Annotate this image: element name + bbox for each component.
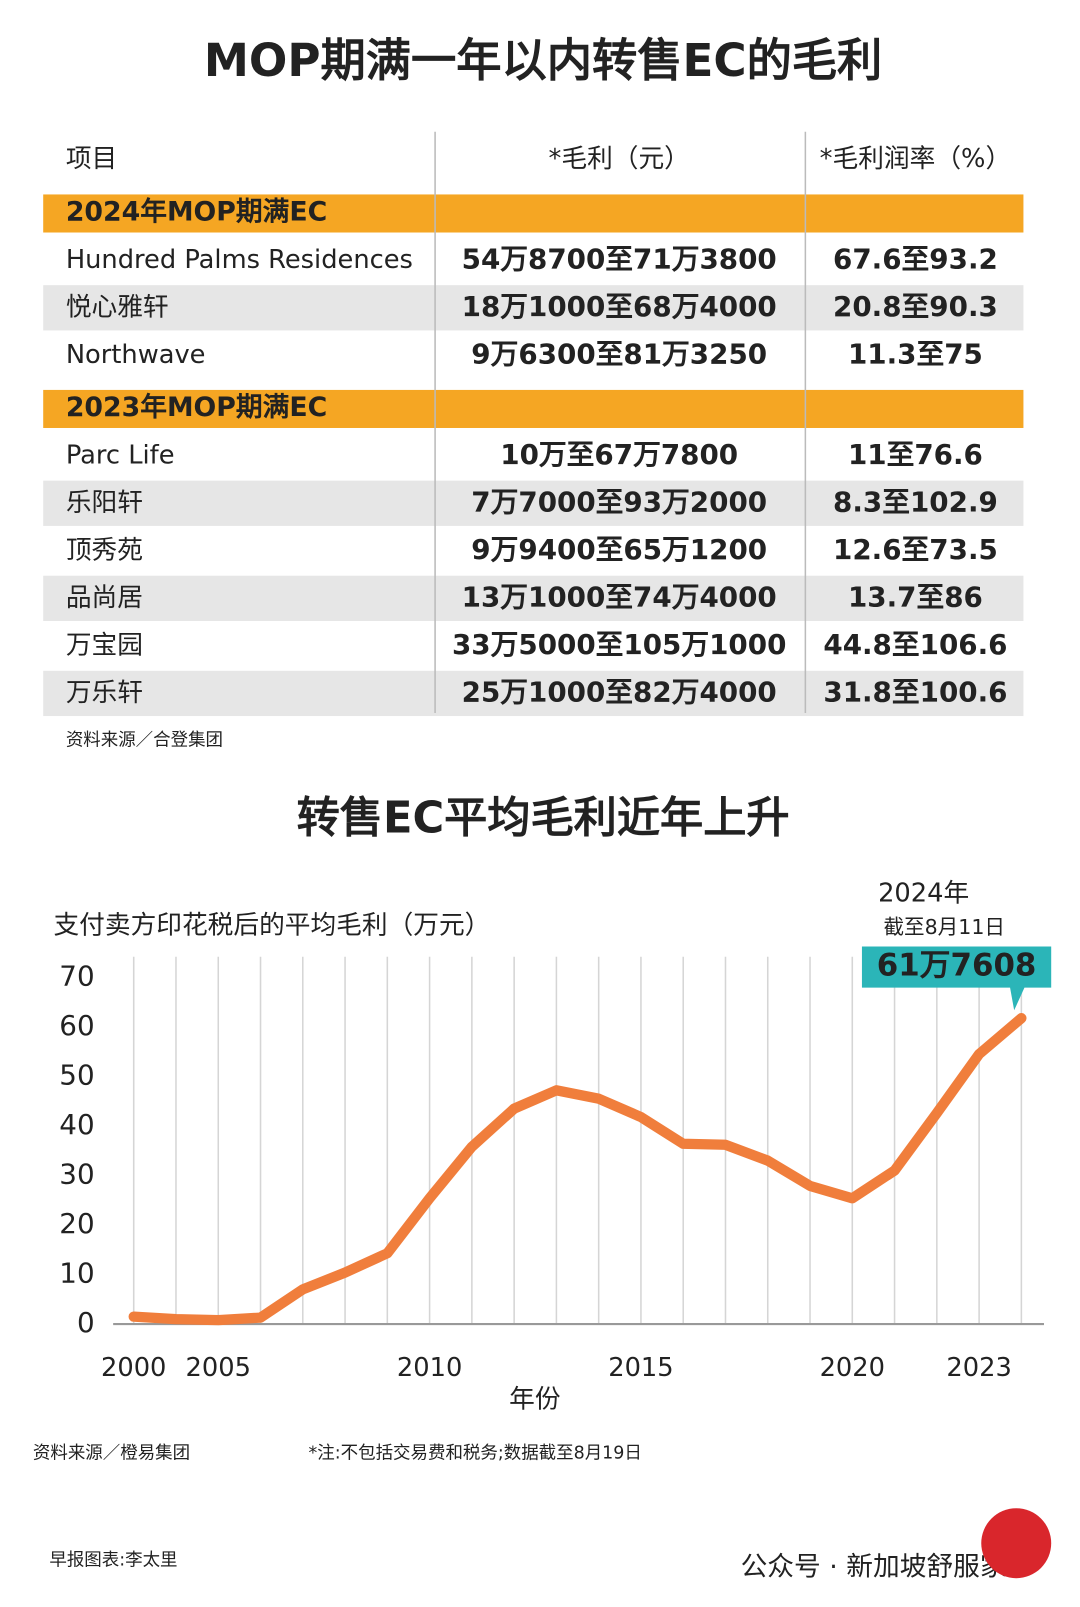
- row-band: [43, 575, 1024, 621]
- logo: [981, 1508, 1052, 1579]
- x-tick-label: 2010: [397, 1353, 462, 1383]
- callout-box: [861, 946, 1052, 1011]
- row-profit: 18万1000至68万4000: [462, 290, 777, 323]
- table-source: 资料来源／合登集团: [66, 731, 223, 751]
- row-band: [43, 670, 1024, 717]
- row-margin: 11至76.6: [848, 438, 983, 471]
- row-name: Parc Life: [66, 440, 175, 470]
- row-profit: 25万1000至82万4000: [462, 675, 777, 708]
- row-profit: 7万7000至93万2000: [471, 485, 767, 518]
- y-tick-label: 30: [59, 1157, 94, 1190]
- section-bar: [43, 389, 1024, 428]
- row-profit: 9万6300至81万3250: [471, 337, 767, 370]
- row-profit: 33万5000至105万1000: [452, 628, 786, 661]
- row-margin: 11.3至75: [848, 337, 983, 370]
- row-profit: 13万1000至74万4000: [462, 580, 777, 613]
- section-title: 2024年MOP期满EC: [66, 195, 327, 227]
- row-name: 品尚居: [66, 583, 143, 613]
- row-margin: 8.3至102.9: [833, 485, 998, 518]
- x-tick-label: 2020: [820, 1353, 885, 1383]
- chart-note: *注:不包括交易费和税务;数据截至8月19日: [309, 1444, 642, 1464]
- y-axis-label: 支付卖方印花税后的平均毛利（万元）: [53, 910, 490, 940]
- row-name: Northwave: [66, 340, 206, 370]
- x-axis-label: 年份: [509, 1385, 560, 1415]
- row-name: 顶秀苑: [66, 535, 143, 565]
- row-band: [43, 285, 1024, 331]
- x-tick-label: 2015: [608, 1353, 673, 1383]
- x-tick-label: 2000: [101, 1353, 166, 1383]
- x-tick-label: 2023: [946, 1353, 1011, 1383]
- table-header: *毛利（元）: [549, 144, 690, 174]
- y-tick-label: 50: [59, 1058, 94, 1091]
- row-name: 万乐轩: [66, 678, 143, 708]
- table-header: 项目: [66, 144, 117, 174]
- data-line: [128, 1013, 1027, 1326]
- chart-title: 转售EC平均毛利近年上升: [297, 793, 790, 843]
- y-tick-label: 10: [59, 1257, 94, 1290]
- x-tick-label: 2005: [186, 1353, 251, 1383]
- table-title: MOP期满一年以内转售EC的毛利: [204, 34, 882, 87]
- row-margin: 20.8至90.3: [833, 290, 998, 323]
- row-margin: 31.8至100.6: [823, 675, 1007, 708]
- row-name: 万宝园: [66, 630, 143, 660]
- row-name: 乐阳轩: [66, 488, 143, 518]
- row-profit: 9万9400至65万1200: [471, 533, 767, 566]
- y-tick-label: 0: [77, 1306, 95, 1339]
- watermark: 公众号 · 新加坡舒服家: [741, 1551, 1007, 1582]
- row-margin: 67.6至93.2: [833, 242, 998, 275]
- y-tick-label: 20: [59, 1207, 94, 1240]
- table-header: *毛利润率（%）: [820, 144, 1011, 174]
- row-profit: 10万至67万7800: [500, 438, 738, 471]
- chart-source: 资料来源／橙易集团: [33, 1444, 190, 1464]
- credit: 早报图表:李太里: [49, 1551, 177, 1571]
- row-profit: 54万8700至71万3800: [462, 242, 777, 275]
- row-name: 悦心雅轩: [66, 292, 169, 322]
- value-label: 61万7608: [877, 948, 1037, 984]
- row-margin: 44.8至106.6: [823, 628, 1007, 661]
- row-margin: 12.6至73.5: [833, 533, 998, 566]
- section-bar: [43, 194, 1024, 233]
- y-tick-label: 60: [59, 1009, 94, 1042]
- y-tick-label: 40: [59, 1108, 94, 1141]
- annotation: 截至8月11日: [883, 915, 1004, 939]
- y-tick-label: 70: [59, 959, 94, 992]
- section-title: 2023年MOP期满EC: [66, 391, 327, 423]
- row-margin: 13.7至86: [848, 580, 983, 613]
- row-band: [43, 480, 1024, 526]
- row-name: Hundred Palms Residences: [66, 245, 413, 275]
- annotation: 2024年: [878, 879, 969, 909]
